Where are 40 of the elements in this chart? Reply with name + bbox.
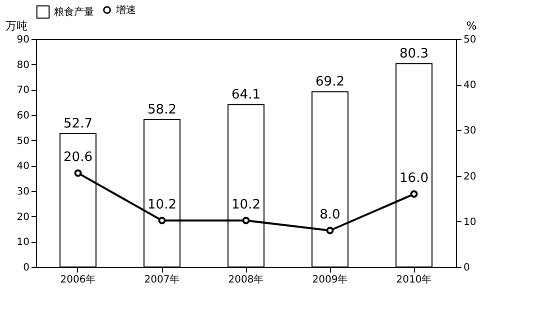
point bbox=[326, 226, 334, 234]
y2-tick-label: 10 bbox=[464, 216, 476, 228]
y-tick-label: 30 bbox=[16, 186, 30, 198]
data-label: 10.2 bbox=[232, 197, 260, 212]
y2-tick-label: 30 bbox=[464, 126, 476, 137]
y-axis-title: 万吨 bbox=[6, 20, 28, 32]
y-tick-label: 80 bbox=[16, 60, 30, 71]
legend-label: 增速 bbox=[115, 4, 136, 16]
data-label: 20.6 bbox=[64, 150, 92, 166]
data-label: 80.3 bbox=[400, 46, 428, 62]
x-tick-label: 2008年 bbox=[228, 274, 264, 286]
data-label: 69.2 bbox=[316, 74, 344, 90]
y2-tick-label: 50 bbox=[464, 34, 476, 46]
y-tick-label: 90 bbox=[16, 34, 30, 46]
y-tick-label: 0 bbox=[23, 262, 30, 274]
data-label: 58.2 bbox=[148, 102, 176, 118]
legend-label: 粮食产量 bbox=[54, 6, 94, 18]
point bbox=[158, 216, 166, 224]
data-label: 10.2 bbox=[148, 197, 176, 212]
y2-tick-label: 0 bbox=[464, 262, 470, 274]
data-label: 64.1 bbox=[232, 88, 260, 103]
data-label: 16.0 bbox=[400, 171, 428, 186]
data-label: 8.0 bbox=[320, 208, 340, 223]
point bbox=[410, 190, 418, 198]
y-tick-label: 70 bbox=[16, 85, 30, 96]
y-tick-label: 10 bbox=[16, 237, 30, 248]
y2-tick-label: 40 bbox=[464, 80, 476, 92]
y2-axis-title: % bbox=[466, 20, 477, 32]
x-tick-label: 2010年 bbox=[396, 274, 432, 286]
data-label: 52.7 bbox=[64, 116, 92, 132]
x-tick-label: 2007年 bbox=[144, 274, 180, 286]
x-tick-label: 2009年 bbox=[312, 274, 348, 286]
point bbox=[74, 169, 82, 177]
y2-tick-label: 20 bbox=[464, 171, 476, 182]
y-tick-label: 50 bbox=[16, 136, 30, 147]
x-tick-label: 2006年 bbox=[60, 274, 96, 286]
point bbox=[242, 216, 250, 224]
y-tick-label: 40 bbox=[16, 161, 30, 172]
y-tick-label: 20 bbox=[16, 212, 30, 223]
y-tick-label: 60 bbox=[16, 110, 30, 122]
